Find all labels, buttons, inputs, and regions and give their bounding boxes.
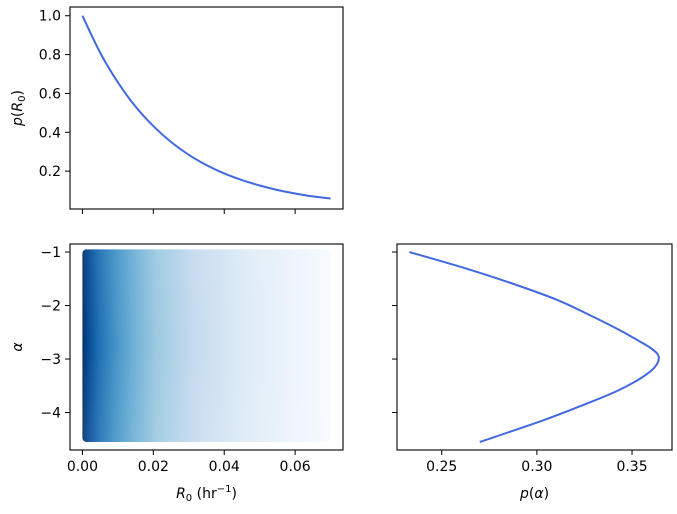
y-axis-label: p(R0)	[10, 90, 28, 127]
axes-frame-top-left	[69, 6, 344, 210]
series-line-bottom-right	[409, 251, 660, 443]
y-tick-label: 1.0	[39, 9, 61, 25]
x-axis-label: p(α)	[519, 486, 549, 502]
x-tick-label: 0.00	[67, 459, 98, 475]
x-tick-label: 0.06	[280, 459, 311, 475]
y-tick-label: −2	[40, 299, 61, 315]
y-tick-label: −3	[40, 352, 61, 368]
y-tick-label: −1	[40, 245, 61, 261]
y-tick-label: 0.6	[39, 86, 61, 102]
y-tick-label: 0.4	[39, 125, 61, 141]
y-axis-label: α	[10, 342, 26, 352]
heatmap-shade	[82, 249, 331, 442]
x-axis-label: R0 (hr−1)	[176, 484, 237, 504]
y-tick-label: 0.2	[39, 164, 61, 180]
x-tick-label: 0.25	[426, 459, 457, 475]
panel-joint-heatmap: 0.00 0.02 0.04 0.06 −4 −3 −2 −1 R0 (hr−1) α	[10, 243, 344, 504]
y-tick-label: −4	[40, 406, 61, 422]
x-tick-label: 0.35	[616, 459, 647, 475]
x-tick-label: 0.02	[138, 459, 169, 475]
panel-prior-alpha: 0.25 0.30 0.35 p(α)	[392, 243, 673, 502]
x-tick-label: 0.30	[521, 459, 552, 475]
y-tick-label: 0.8	[39, 48, 61, 64]
axes-frame-bottom-left	[69, 243, 344, 451]
panel-prior-r0: 0.2 0.4 0.6 0.8 1.0 p(R0)	[10, 6, 344, 214]
axes-frame-bottom-right	[396, 243, 673, 451]
series-line-top-left	[81, 15, 331, 200]
x-tick-label: 0.04	[209, 459, 240, 475]
